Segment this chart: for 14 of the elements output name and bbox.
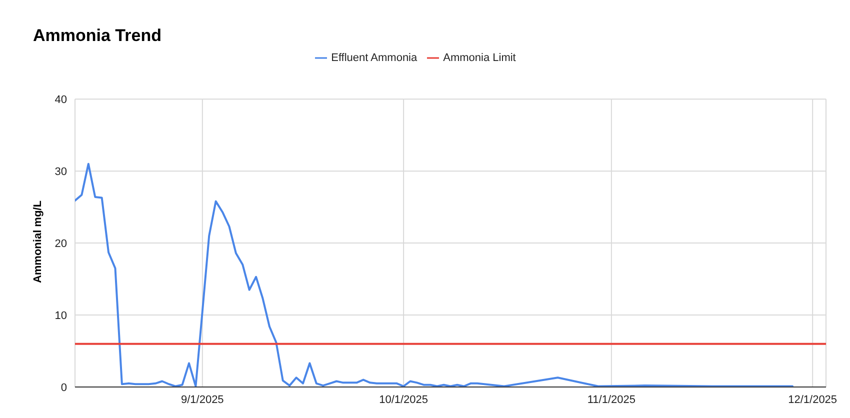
legend-label: Ammonia Limit bbox=[443, 52, 516, 64]
chart-title: Ammonia Trend bbox=[33, 26, 162, 46]
y-axis-title: Ammonial mg/L bbox=[32, 200, 44, 284]
y-tick-label: 20 bbox=[54, 238, 67, 250]
legend-label: Effluent Ammonia bbox=[331, 52, 418, 64]
x-tick-label: 12/1/2025 bbox=[788, 394, 838, 406]
line-series bbox=[75, 162, 794, 387]
y-tick-label: 30 bbox=[54, 166, 67, 178]
y-tick-label: 0 bbox=[60, 382, 67, 394]
x-tick-label: 10/1/2025 bbox=[379, 394, 428, 406]
y-tick-label: 10 bbox=[54, 310, 67, 322]
x-tick-label: 11/1/2025 bbox=[587, 394, 636, 406]
x-tick-label: 9/1/2025 bbox=[180, 394, 224, 406]
y-tick-label: 40 bbox=[54, 94, 67, 106]
